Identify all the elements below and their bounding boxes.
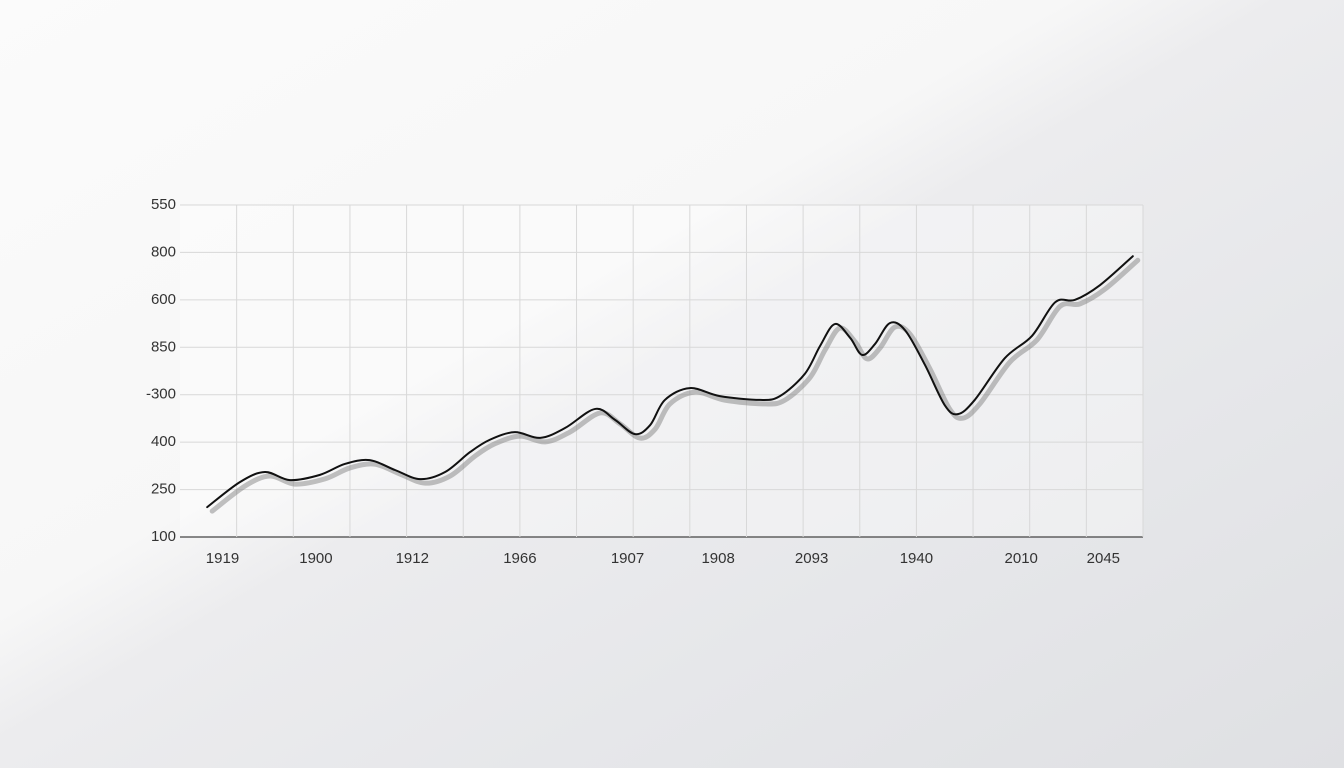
x-tick-label: 2010 bbox=[1005, 550, 1038, 567]
y-tick-label: -300 bbox=[146, 386, 176, 403]
x-tick-label: 2045 bbox=[1087, 550, 1120, 567]
y-tick-label: 600 bbox=[151, 291, 176, 308]
y-tick-label: 400 bbox=[151, 433, 176, 450]
y-tick-label: 550 bbox=[151, 196, 176, 213]
y-tick-label: 800 bbox=[151, 243, 176, 260]
x-tick-label: 1919 bbox=[206, 550, 239, 567]
x-tick-label: 1908 bbox=[701, 550, 734, 567]
x-tick-label: 2093 bbox=[795, 550, 828, 567]
y-tick-label: 850 bbox=[151, 338, 176, 355]
line bbox=[206, 255, 1134, 509]
y-tick-label: 250 bbox=[151, 481, 176, 498]
y-tick-label: 100 bbox=[151, 528, 176, 545]
x-tick-label: 1966 bbox=[503, 550, 536, 567]
x-tick-label: 1940 bbox=[900, 550, 933, 567]
x-tick-label: 1912 bbox=[396, 550, 429, 567]
x-tick-label: 1907 bbox=[611, 550, 644, 567]
x-tick-label: 1900 bbox=[299, 550, 332, 567]
plot-area bbox=[180, 205, 1143, 537]
line-shadow bbox=[209, 257, 1141, 514]
